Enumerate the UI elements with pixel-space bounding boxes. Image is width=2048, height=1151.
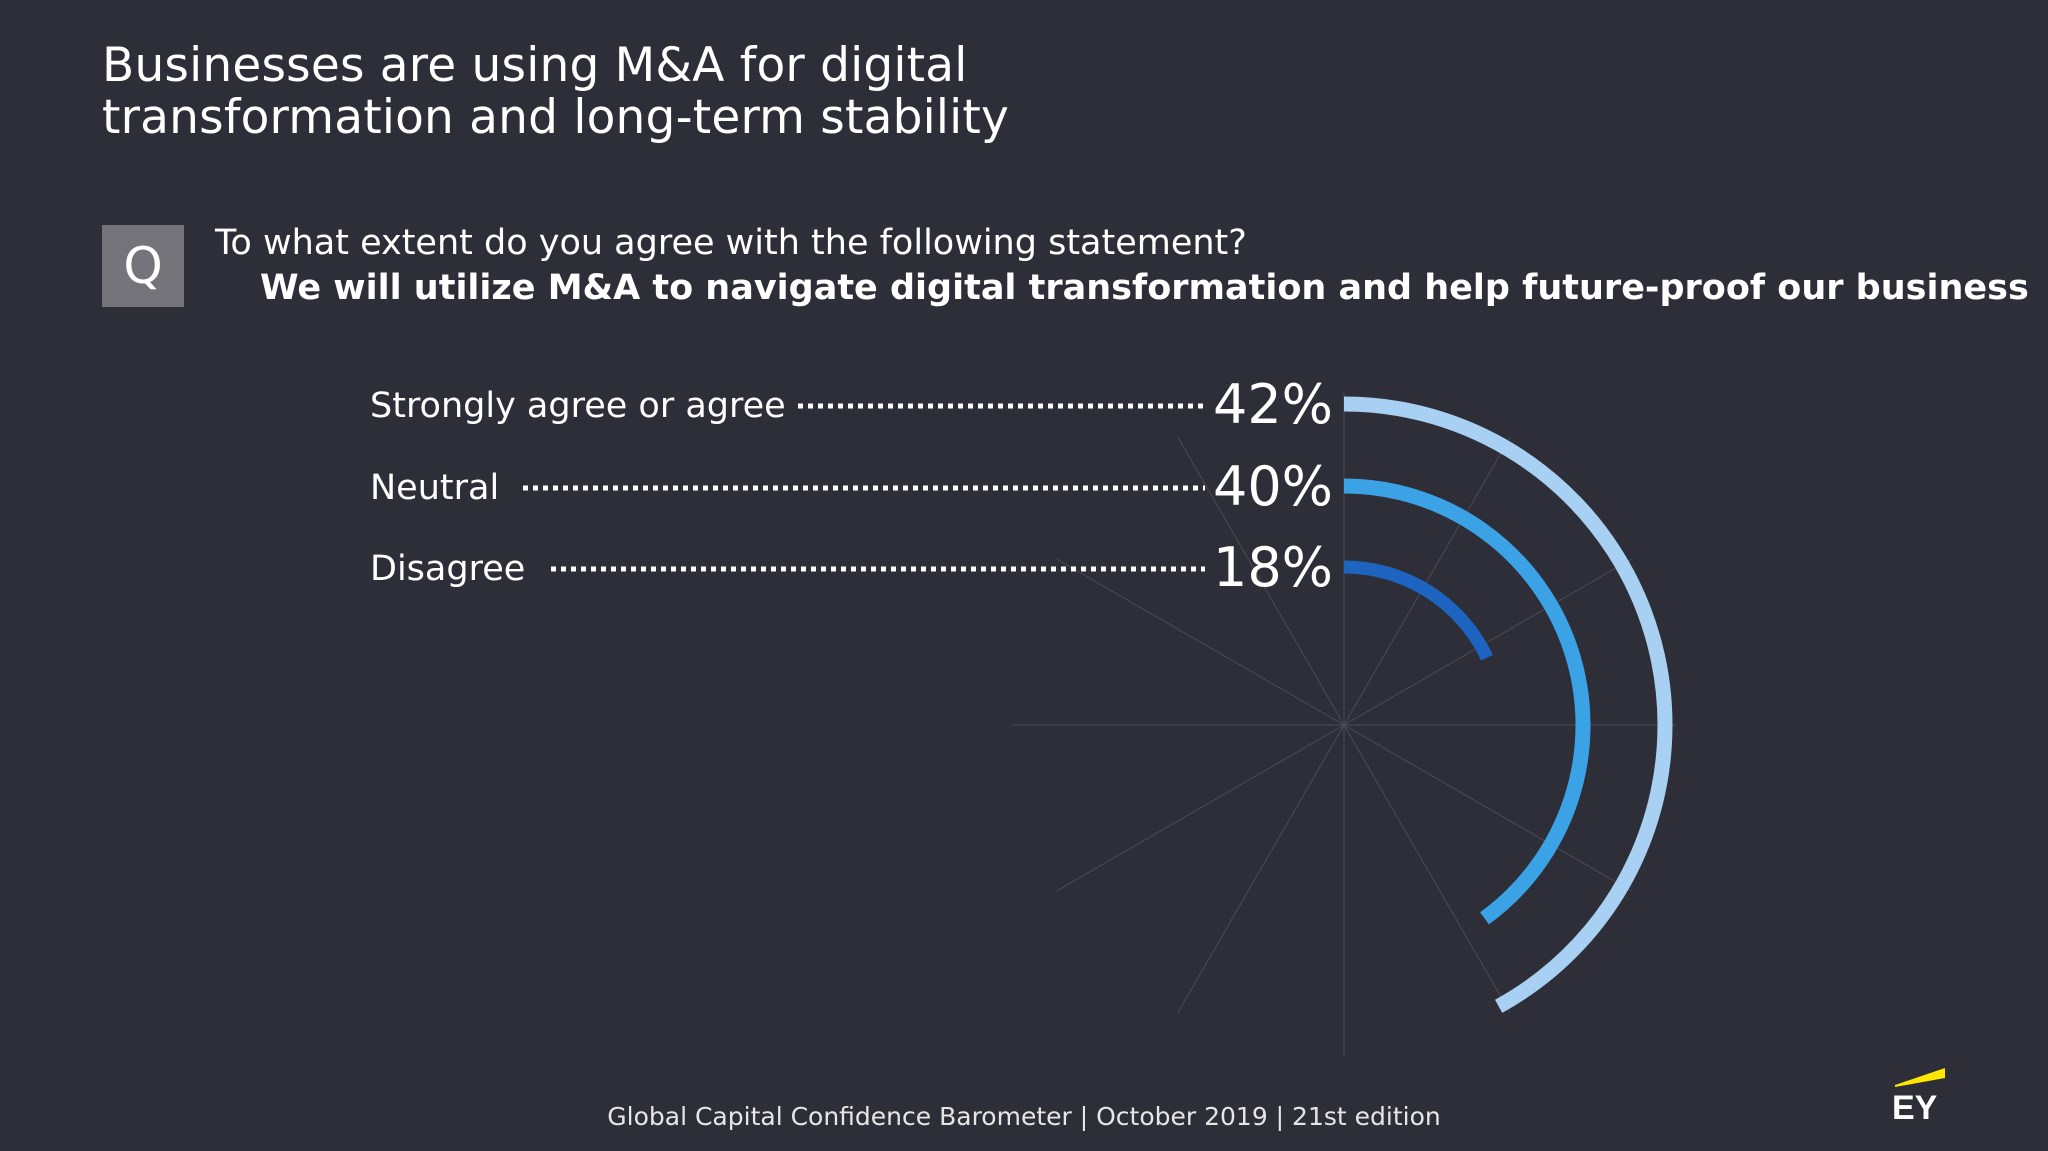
grid-spoke bbox=[1177, 724, 1345, 1013]
value-label: 18% bbox=[1213, 536, 1333, 599]
category-label: Strongly agree or agree bbox=[370, 386, 786, 426]
title-line-1: Businesses are using M&A for digital bbox=[102, 38, 968, 93]
grid-spoke bbox=[1343, 558, 1632, 726]
ey-logo: EY bbox=[1892, 1068, 1945, 1125]
slide-title: Businesses are using M&A for digital tra… bbox=[102, 40, 1302, 144]
question-text: To what extent do you agree with the fol… bbox=[215, 223, 1247, 263]
category-label: Neutral bbox=[370, 468, 499, 508]
ey-logo-text: EY bbox=[1892, 1089, 1938, 1125]
arc-neutral bbox=[1343, 478, 1591, 925]
question-badge: Q bbox=[102, 225, 184, 307]
statement-text: We will utilize M&A to navigate digital … bbox=[260, 268, 2029, 308]
grid-spoke bbox=[1056, 558, 1345, 726]
value-label: 40% bbox=[1213, 455, 1333, 518]
title-line-2: transformation and long-term stability bbox=[102, 90, 1010, 145]
grid-spoke bbox=[1343, 724, 1511, 1013]
radial-grid bbox=[1012, 393, 1676, 1057]
category-label: Disagree bbox=[370, 549, 525, 589]
grid-spoke bbox=[1343, 724, 1632, 892]
grid-spoke bbox=[1056, 724, 1345, 892]
grid-spoke bbox=[1343, 437, 1511, 726]
arc-strongly-agree-or-agree bbox=[1343, 396, 1673, 1013]
footer-source: Global Capital Confidence Barometer | Oc… bbox=[607, 1102, 1441, 1131]
grid-spoke bbox=[1177, 437, 1345, 726]
value-label: 42% bbox=[1213, 373, 1333, 436]
arc-disagree bbox=[1343, 560, 1493, 661]
ey-logo-beam bbox=[1895, 1068, 1945, 1087]
